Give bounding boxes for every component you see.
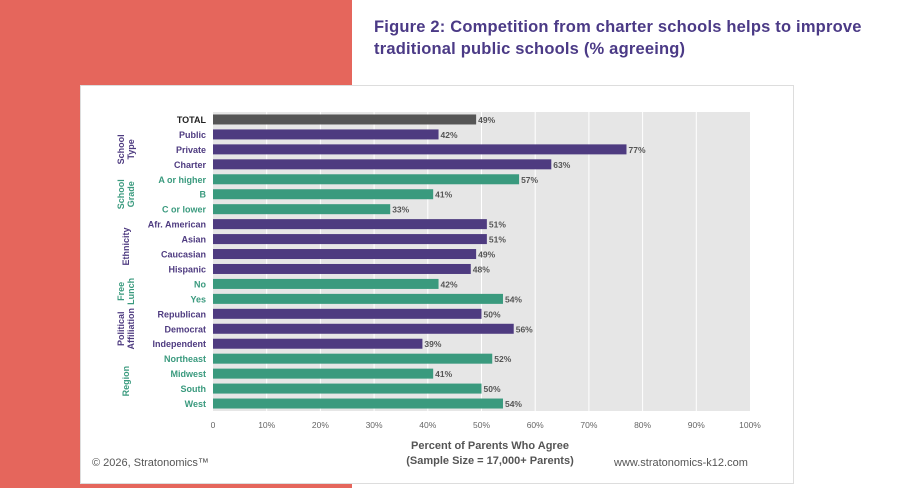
group-label-line: Affiliation — [126, 308, 136, 350]
category-label: B — [200, 190, 207, 200]
data-label: 49% — [478, 250, 495, 260]
x-axis-title-line1: Percent of Parents Who Agree — [411, 440, 569, 452]
data-label: 51% — [489, 220, 506, 230]
bar-b — [213, 189, 434, 200]
bar-midwest — [213, 368, 434, 379]
category-label: Midwest — [170, 369, 206, 379]
category-label: Afr. American — [148, 220, 206, 230]
copyright: © 2026, Stratonomics™ — [92, 457, 209, 469]
group-label: Ethnicity — [121, 228, 131, 266]
group-label: School Type — [116, 134, 136, 164]
data-label: 51% — [489, 235, 506, 245]
bar-charter — [213, 159, 552, 170]
group-label-line: School — [116, 134, 126, 164]
bar-no — [213, 278, 439, 289]
data-label: 50% — [484, 309, 501, 319]
x-tick-label: 90% — [688, 420, 705, 430]
bar-a-or-higher — [213, 174, 520, 185]
website-link: www.stratonomics-k12.com — [614, 457, 748, 469]
group-label-line: Political — [116, 312, 126, 347]
bar-asian — [213, 234, 487, 245]
x-axis-title-line2: (Sample Size = 17,000+ Parents) — [406, 455, 574, 467]
category-label: TOTAL — [177, 115, 207, 125]
bar-democrat — [213, 323, 514, 334]
bar-northeast — [213, 353, 493, 364]
data-label: 41% — [435, 369, 452, 379]
category-label: Asian — [181, 235, 206, 245]
bar-south — [213, 383, 482, 394]
category-label: Republican — [157, 309, 206, 319]
bar-public — [213, 129, 439, 140]
x-axis-title: Percent of Parents Who Agree (Sample Siz… — [340, 439, 640, 469]
category-label: Hispanic — [168, 264, 206, 274]
x-tick-label: 10% — [258, 420, 275, 430]
group-label-line: School — [116, 179, 126, 209]
data-label: 50% — [484, 384, 501, 394]
category-label: C or lower — [162, 205, 207, 215]
bar-west — [213, 398, 503, 409]
x-tick-label: 50% — [473, 420, 490, 430]
category-label: Northeast — [164, 354, 206, 364]
category-label: West — [185, 399, 206, 409]
data-label: 54% — [505, 294, 522, 304]
bar-private — [213, 144, 627, 155]
x-tick-label: 30% — [366, 420, 383, 430]
category-label: A or higher — [158, 175, 206, 185]
group-label-line: Region — [121, 366, 131, 397]
category-label: Caucasian — [161, 250, 206, 260]
bar-c-or-lower — [213, 204, 391, 215]
category-label: No — [194, 279, 206, 289]
bar-afr-american — [213, 219, 487, 230]
data-label: 52% — [494, 354, 511, 364]
group-label: School Grade — [116, 179, 136, 209]
x-tick-label: 0 — [211, 420, 216, 430]
x-tick-label: 100% — [739, 420, 761, 430]
bar-total — [213, 114, 477, 125]
x-tick-label: 20% — [312, 420, 329, 430]
bar-yes — [213, 293, 503, 304]
data-label: 56% — [516, 324, 533, 334]
data-label: 39% — [424, 339, 441, 349]
data-label: 33% — [392, 205, 409, 215]
data-label: 49% — [478, 115, 495, 125]
x-tick-label: 60% — [527, 420, 544, 430]
x-tick-label: 80% — [634, 420, 651, 430]
data-label: 48% — [473, 264, 490, 274]
data-label: 63% — [553, 160, 570, 170]
group-label: Political Affiliation — [116, 308, 136, 350]
x-tick-label: 70% — [580, 420, 597, 430]
group-label-line: Grade — [126, 181, 136, 207]
group-label-line: Free — [116, 282, 126, 301]
category-label: Democrat — [164, 324, 206, 334]
data-label: 41% — [435, 190, 452, 200]
category-label: Independent — [153, 339, 207, 349]
data-label: 42% — [441, 130, 458, 140]
group-label-line: Lunch — [126, 278, 136, 305]
bar-caucasian — [213, 249, 477, 260]
data-label: 54% — [505, 399, 522, 409]
data-label: 77% — [628, 145, 645, 155]
group-label-line: Type — [126, 139, 136, 159]
category-label: Private — [176, 145, 206, 155]
data-label: 42% — [441, 279, 458, 289]
category-label: Yes — [190, 294, 206, 304]
figure-title: Figure 2: Competition from charter schoo… — [374, 18, 862, 58]
bar-independent — [213, 338, 423, 349]
bar-hispanic — [213, 263, 471, 274]
group-label-line: Ethnicity — [121, 228, 131, 266]
category-label: Charter — [174, 160, 207, 170]
category-label: Public — [179, 130, 206, 140]
group-label: Free Lunch — [116, 278, 136, 305]
x-tick-label: 40% — [419, 420, 436, 430]
category-label: South — [181, 384, 207, 394]
group-label: Region — [121, 366, 131, 397]
bar-republican — [213, 308, 482, 319]
data-label: 57% — [521, 175, 538, 185]
